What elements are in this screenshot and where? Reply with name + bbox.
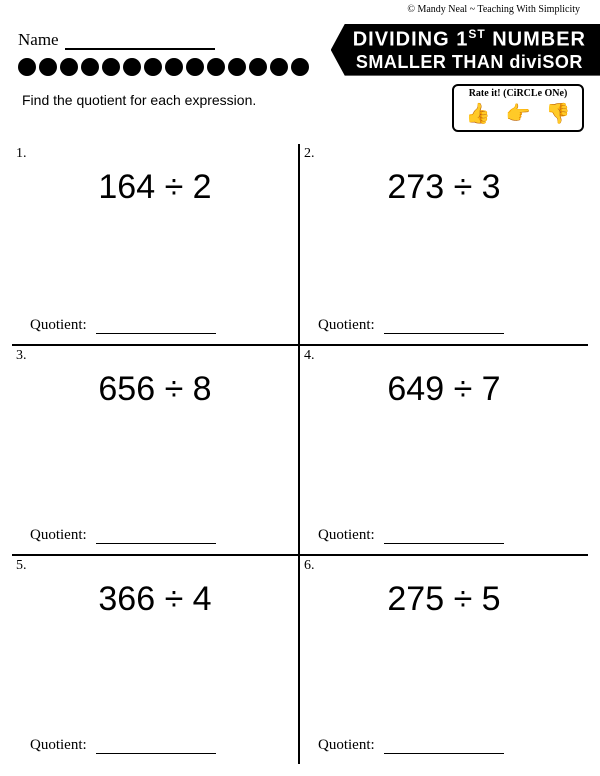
decorative-dots xyxy=(18,58,309,76)
dot-icon xyxy=(102,58,120,76)
problem-cell-4: 4. 649 ÷ 7 Quotient: xyxy=(300,344,588,554)
rate-icons: 👍 👉 👎 xyxy=(458,101,578,126)
thumbs-up-icon[interactable]: 👍 xyxy=(466,101,491,126)
problem-number: 4. xyxy=(304,348,315,364)
dot-icon xyxy=(39,58,57,76)
dot-icon xyxy=(186,58,204,76)
problem-number: 5. xyxy=(16,558,27,574)
name-label: Name xyxy=(18,30,59,49)
quotient-input-line[interactable] xyxy=(96,322,216,334)
quotient-input-line[interactable] xyxy=(384,742,504,754)
problem-cell-6: 6. 275 ÷ 5 Quotient: xyxy=(300,554,588,764)
dot-icon xyxy=(228,58,246,76)
dot-icon xyxy=(291,58,309,76)
quotient-input-line[interactable] xyxy=(384,532,504,544)
quotient-input-line[interactable] xyxy=(96,532,216,544)
problem-expression: 366 ÷ 4 xyxy=(12,580,298,619)
quotient-label: Quotient: xyxy=(30,737,87,753)
problem-number: 6. xyxy=(304,558,315,574)
thumbs-down-icon[interactable]: 👎 xyxy=(546,101,571,126)
title-part-a: DIVIDING 1 xyxy=(353,29,469,51)
title-part-b: NUMBER xyxy=(486,29,586,51)
quotient-input-line[interactable] xyxy=(384,322,504,334)
problem-cell-1: 1. 164 ÷ 2 Quotient: xyxy=(12,144,300,344)
problem-expression: 273 ÷ 3 xyxy=(300,168,588,207)
dot-icon xyxy=(249,58,267,76)
dot-icon xyxy=(144,58,162,76)
dot-icon xyxy=(18,58,36,76)
name-field-area: Name xyxy=(18,30,215,50)
quotient-row: Quotient: xyxy=(30,317,216,334)
dot-icon xyxy=(165,58,183,76)
quotient-row: Quotient: xyxy=(30,737,216,754)
problem-expression: 164 ÷ 2 xyxy=(12,168,298,207)
dot-icon xyxy=(123,58,141,76)
problem-number: 2. xyxy=(304,146,315,162)
problem-cell-2: 2. 273 ÷ 3 Quotient: xyxy=(300,144,588,344)
rate-title: Rate it! (CiRCLe ONe) xyxy=(458,88,578,99)
copyright-text: © Mandy Neal ~ Teaching With Simplicity xyxy=(407,4,580,15)
title-line-1: DIVIDING 1ST NUMBER xyxy=(353,27,586,52)
dot-icon xyxy=(81,58,99,76)
thumbs-side-icon[interactable]: 👉 xyxy=(506,101,531,126)
title-line-2: SMALLER THAN diviSOR xyxy=(353,52,586,73)
quotient-label: Quotient: xyxy=(318,527,375,543)
name-input-line[interactable] xyxy=(65,34,215,50)
title-banner: DIVIDING 1ST NUMBER SMALLER THAN diviSOR xyxy=(331,24,600,76)
problem-expression: 275 ÷ 5 xyxy=(300,580,588,619)
quotient-row: Quotient: xyxy=(318,527,504,544)
problem-cell-3: 3. 656 ÷ 8 Quotient: xyxy=(12,344,300,554)
quotient-label: Quotient: xyxy=(318,737,375,753)
quotient-row: Quotient: xyxy=(318,317,504,334)
problem-expression: 656 ÷ 8 xyxy=(12,370,298,409)
quotient-label: Quotient: xyxy=(30,527,87,543)
quotient-row: Quotient: xyxy=(30,527,216,544)
title-sup: ST xyxy=(468,27,485,41)
quotient-input-line[interactable] xyxy=(96,742,216,754)
problem-grid: 1. 164 ÷ 2 Quotient: 2. 273 ÷ 3 Quotient… xyxy=(12,144,588,764)
dot-icon xyxy=(270,58,288,76)
problem-number: 3. xyxy=(16,348,27,364)
problem-cell-5: 5. 366 ÷ 4 Quotient: xyxy=(12,554,300,764)
dot-icon xyxy=(207,58,225,76)
quotient-row: Quotient: xyxy=(318,737,504,754)
problem-expression: 649 ÷ 7 xyxy=(300,370,588,409)
quotient-label: Quotient: xyxy=(318,317,375,333)
problem-number: 1. xyxy=(16,146,27,162)
quotient-label: Quotient: xyxy=(30,317,87,333)
instruction-text: Find the quotient for each expression. xyxy=(22,92,256,108)
rate-it-box: Rate it! (CiRCLe ONe) 👍 👉 👎 xyxy=(452,84,584,132)
dot-icon xyxy=(60,58,78,76)
